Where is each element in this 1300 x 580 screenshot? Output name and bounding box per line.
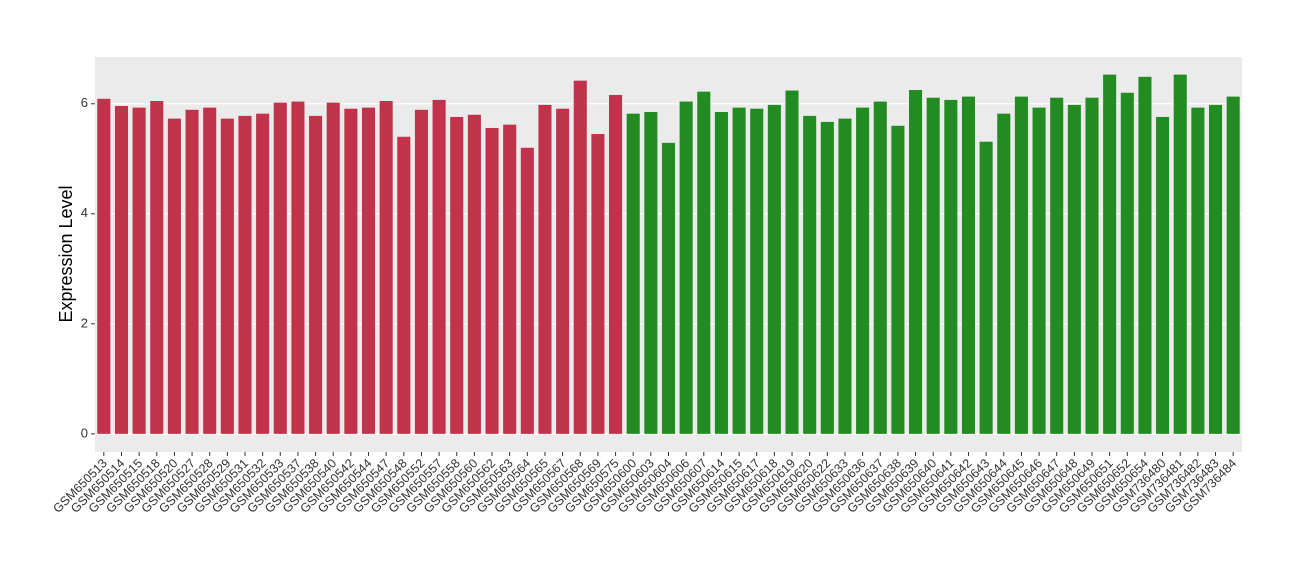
bar xyxy=(556,108,570,434)
y-tick-label: 2 xyxy=(81,315,88,330)
bar xyxy=(891,125,905,434)
bar xyxy=(1050,97,1064,434)
bar xyxy=(1138,76,1152,434)
bar xyxy=(661,142,676,434)
bar xyxy=(679,101,693,434)
bar xyxy=(150,101,164,434)
bar xyxy=(591,134,605,434)
bar xyxy=(1209,104,1223,434)
bar xyxy=(803,115,817,434)
bar xyxy=(873,101,887,434)
bar xyxy=(432,99,446,434)
bar xyxy=(609,94,623,434)
bar xyxy=(573,80,587,434)
y-tick-label: 6 xyxy=(81,95,88,110)
bar xyxy=(379,101,393,434)
y-axis-title: Expression Level xyxy=(56,185,76,322)
bar xyxy=(467,114,481,434)
bar xyxy=(838,118,852,434)
bar xyxy=(203,107,217,434)
bar xyxy=(714,112,728,434)
bar xyxy=(785,90,799,434)
bar xyxy=(114,105,128,434)
bar xyxy=(926,97,940,434)
bar xyxy=(450,116,464,434)
bar xyxy=(856,107,870,434)
bar xyxy=(291,101,305,434)
bar xyxy=(767,104,781,434)
bar xyxy=(326,102,340,434)
y-tick-label: 4 xyxy=(81,205,88,220)
bar xyxy=(344,108,358,434)
bar xyxy=(1085,97,1099,434)
bar xyxy=(997,113,1011,434)
bar xyxy=(538,104,552,434)
bar xyxy=(1120,92,1134,434)
bar xyxy=(979,141,993,434)
bar xyxy=(1067,104,1081,434)
bar xyxy=(1103,74,1117,434)
bar xyxy=(520,147,534,434)
bar xyxy=(185,109,199,434)
bar xyxy=(944,99,958,434)
bar xyxy=(485,127,499,434)
bar xyxy=(238,115,252,434)
bar xyxy=(1032,107,1046,434)
bar xyxy=(626,113,640,434)
bar xyxy=(1156,116,1170,434)
bar xyxy=(361,107,376,434)
bar xyxy=(309,115,323,434)
bar xyxy=(1191,107,1205,434)
bar xyxy=(1173,74,1187,434)
bar xyxy=(132,107,146,434)
bar xyxy=(503,124,517,434)
bar xyxy=(273,102,287,434)
bar xyxy=(909,90,923,434)
bar xyxy=(167,118,181,434)
bar xyxy=(414,109,428,434)
bar xyxy=(697,91,711,434)
y-tick-label: 0 xyxy=(81,425,88,440)
bar xyxy=(97,98,111,434)
bar xyxy=(1014,96,1028,434)
bar xyxy=(732,107,746,434)
bar xyxy=(961,96,976,434)
bar xyxy=(750,108,764,434)
bar xyxy=(820,121,834,434)
bar xyxy=(256,113,270,434)
bar xyxy=(397,136,411,434)
bar xyxy=(644,112,658,434)
bar xyxy=(1226,96,1240,434)
bar xyxy=(220,118,234,434)
